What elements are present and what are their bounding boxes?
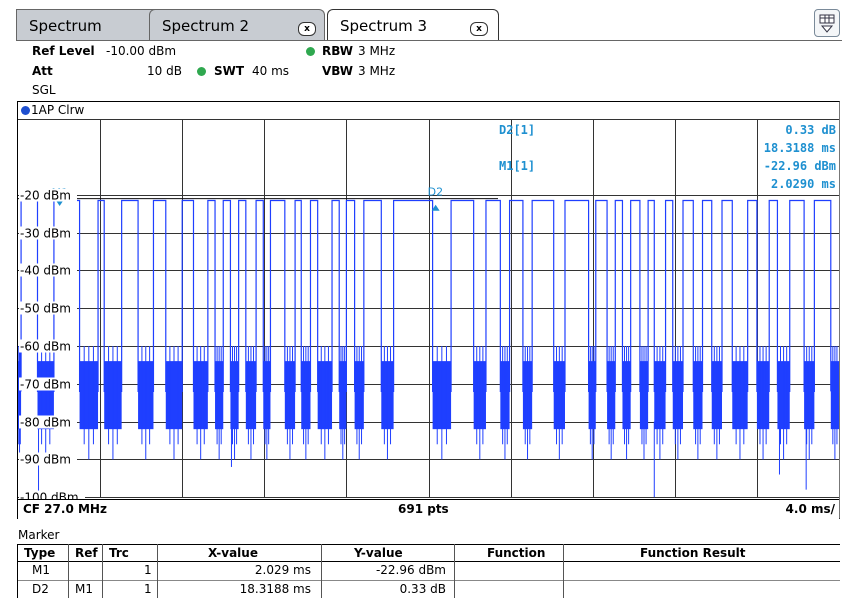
table-row[interactable]: M1 1 2.029 ms -22.96 dBm: [17, 562, 840, 578]
table-row[interactable]: D2 M1 1 18.3188 ms 0.33 dB: [17, 580, 840, 597]
d2-readout-name: D2[1]: [499, 123, 535, 137]
marker-d2: [431, 204, 440, 211]
row-type: D2: [32, 582, 49, 596]
tab-spectrum-3[interactable]: Spectrum 3 x: [327, 9, 499, 41]
swt-value[interactable]: 40 ms: [252, 64, 290, 78]
row-x-value: 18.3188 ms: [239, 582, 311, 596]
tab-spectrum[interactable]: Spectrum: [16, 9, 158, 41]
y-tick-label: -20 dBm: [20, 189, 71, 203]
att-label: Att: [32, 64, 53, 78]
marker-table-header: Type Ref Trc X-value Y-value Function Fu…: [17, 544, 840, 562]
tick-label-bg: [19, 226, 77, 240]
col-header-function-result: Function Result: [640, 546, 746, 560]
y-tick-label: -60 dBm: [20, 340, 71, 354]
ref-level-value[interactable]: -10.00 dBm: [106, 44, 177, 58]
marker-d2-label: D2: [428, 186, 443, 199]
swt-status-dot: [197, 67, 206, 76]
trace-indicator-dot: [21, 106, 30, 115]
sweep-points[interactable]: 691 pts: [398, 502, 449, 516]
att-value[interactable]: 10 dB: [147, 64, 182, 78]
swt-label: SWT: [214, 64, 245, 78]
tick-label-bg: [19, 452, 77, 466]
rbw-label: RBW: [322, 44, 353, 58]
row-ref: M1: [75, 582, 93, 596]
marker-table: Marker Type Ref Trc X-value Y-value Func…: [17, 525, 840, 602]
col-header-type: Type: [24, 546, 56, 560]
tab-label: Spectrum 3: [340, 17, 427, 35]
tick-label-bg: [19, 377, 77, 391]
row-trc: 1: [144, 582, 152, 596]
tick-label-bg: [19, 415, 77, 429]
tick-label-bg: [19, 263, 77, 277]
row-y-value: -22.96 dBm: [375, 563, 446, 577]
col-header-function: Function: [487, 546, 546, 560]
row-x-value: 2.029 ms: [254, 563, 311, 577]
row-trc: 1: [144, 563, 152, 577]
close-icon[interactable]: x: [298, 22, 316, 36]
rbw-value[interactable]: 3 MHz: [358, 44, 396, 58]
m1-readout-name: M1[1]: [499, 159, 535, 173]
col-header-y-value: Y-value: [354, 546, 403, 560]
tab-label: Spectrum: [29, 17, 102, 35]
row-type: M1: [32, 563, 50, 577]
vbw-value[interactable]: 3 MHz: [358, 64, 396, 78]
tick-label-bg: [19, 188, 77, 202]
m1-readout-y: -22.96 dBm: [764, 159, 836, 173]
y-tick-label: -40 dBm: [20, 264, 71, 278]
chart-footer: CF 27.0 MHz 691 pts 4.0 ms/: [18, 499, 839, 519]
vbw-label: VBW: [322, 64, 354, 78]
trace-label[interactable]: 1AP Clrw: [31, 103, 85, 117]
col-header-trc: Trc: [109, 546, 129, 560]
col-header-ref: Ref: [75, 546, 98, 560]
tick-label-bg: [19, 301, 77, 315]
row-y-value: 0.33 dB: [399, 582, 446, 596]
d2-readout-x: 18.3188 ms: [764, 141, 836, 155]
rbw-status-dot: [306, 47, 315, 56]
d2-readout-y: 0.33 dB: [785, 123, 836, 137]
settings-grid-icon: [819, 14, 835, 33]
tab-label: Spectrum 2: [162, 17, 249, 35]
y-tick-label: -90 dBm: [20, 453, 71, 467]
m1-readout-x: 2.0290 ms: [771, 177, 836, 191]
settings-dropdown-button[interactable]: [814, 9, 840, 37]
y-tick-label: -30 dBm: [20, 227, 71, 241]
ref-level-label: Ref Level: [32, 44, 95, 58]
y-tick-label: -50 dBm: [20, 302, 71, 316]
sweep-mode: SGL: [32, 83, 56, 97]
marker-table-title: Marker: [18, 528, 60, 542]
tab-bar: Spectrum Spectrum 2 x Spectrum 3 x: [0, 0, 842, 42]
tab-spectrum-2[interactable]: Spectrum 2 x: [149, 9, 325, 41]
time-per-division[interactable]: 4.0 ms/: [785, 502, 835, 516]
measurement-settings: Ref Level -10.00 dBm RBW 3 MHz Att 10 dB…: [0, 42, 842, 100]
close-icon[interactable]: x: [470, 22, 488, 36]
y-tick-label: -70 dBm: [20, 378, 71, 392]
col-header-x-value: X-value: [208, 546, 258, 560]
center-frequency[interactable]: CF 27.0 MHz: [23, 502, 107, 516]
tick-label-bg: [19, 339, 77, 353]
y-tick-label: -80 dBm: [20, 416, 71, 430]
